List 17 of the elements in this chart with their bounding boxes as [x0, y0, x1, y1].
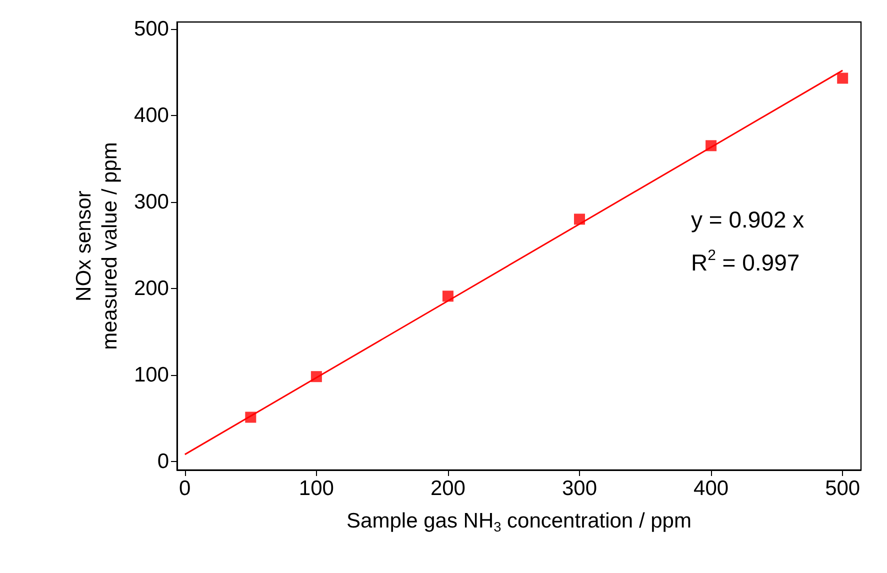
point	[837, 72, 848, 84]
x-tick-label: 400	[694, 477, 729, 500]
y-tick-label: 400	[134, 104, 169, 127]
x-tick-label: 500	[825, 477, 860, 500]
point	[574, 214, 586, 225]
x-tick-label: 200	[430, 477, 466, 500]
y-tick-label: 300	[134, 190, 169, 214]
point	[442, 290, 454, 302]
y-tick-label: 500	[134, 17, 169, 40]
y-tick-label: 0	[157, 450, 169, 473]
annotation: y = 0.902 x	[691, 206, 805, 232]
x-tick-label: 100	[298, 477, 334, 500]
x-tick-label: 0	[179, 477, 191, 500]
y-tick-label: 100	[134, 363, 169, 386]
y-axis-title: NOx sensor measured value / ppm	[72, 142, 122, 350]
y-tick-label: 200	[134, 276, 169, 300]
x-tick-label: 300	[562, 477, 598, 500]
